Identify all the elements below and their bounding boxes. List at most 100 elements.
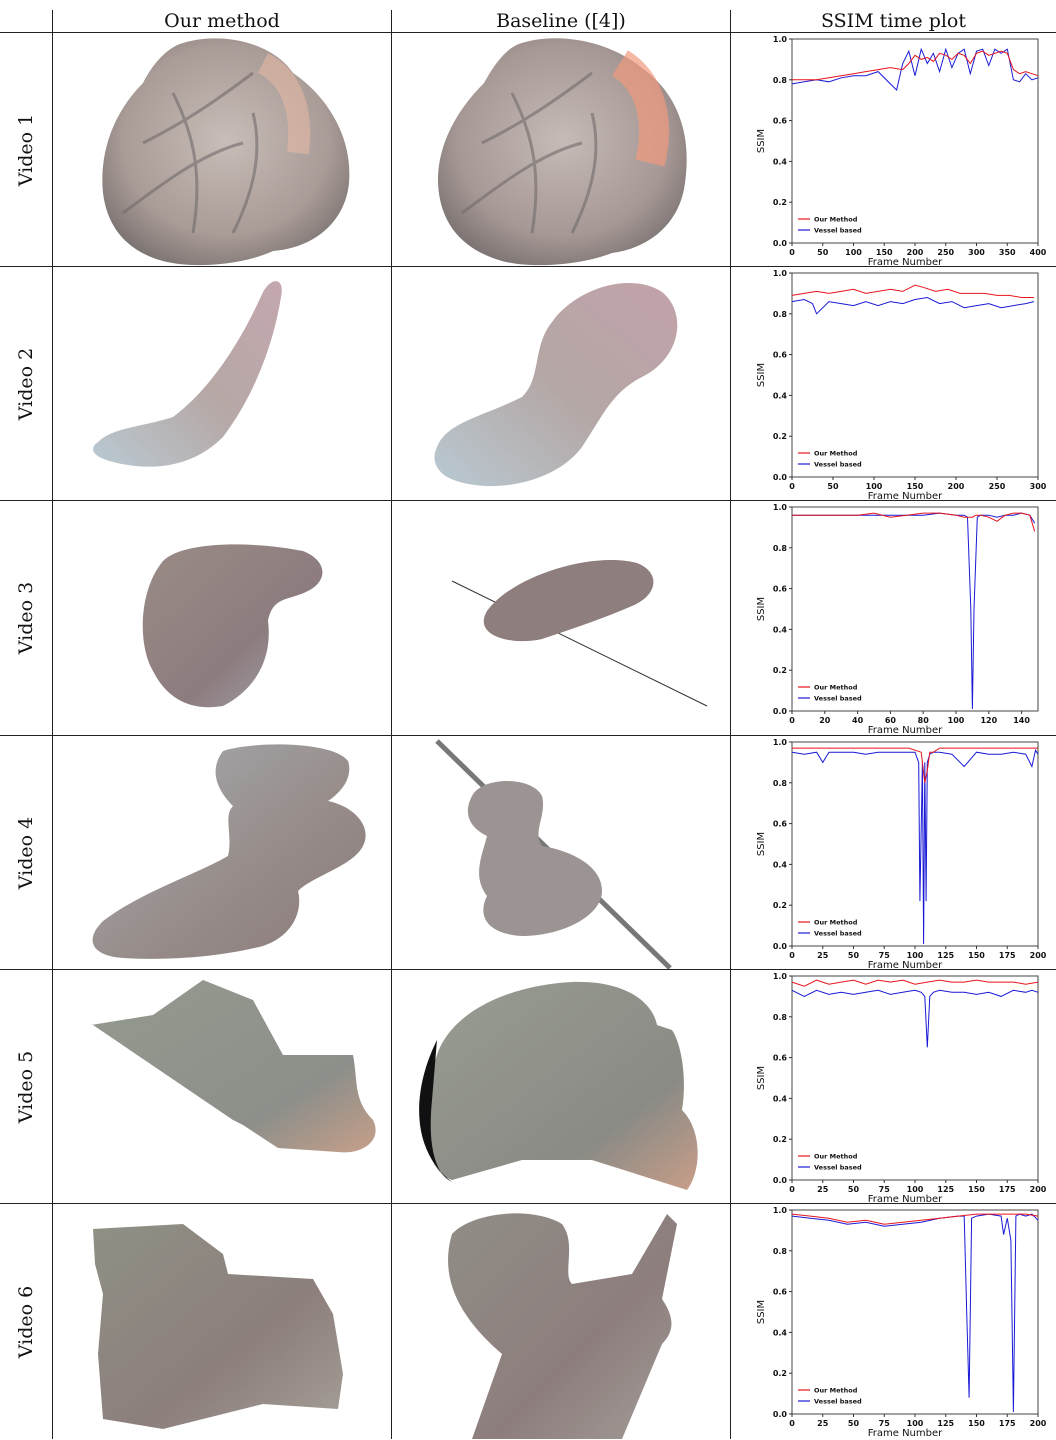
x-tick-label: 400 (1030, 248, 1047, 257)
plot-frame (791, 1209, 1039, 1415)
x-tick-label: 150 (876, 248, 893, 257)
y-tick-label: 0.2 (773, 901, 787, 910)
x-tick-label: 50 (848, 1185, 860, 1194)
x-tick-label: 350 (999, 248, 1016, 257)
x-tick-label: 100 (907, 1419, 924, 1428)
y-tick-label: 0.2 (773, 198, 787, 207)
plot-frame (791, 741, 1039, 947)
y-tick-label: 0.4 (773, 1328, 788, 1337)
ssim-plot-video-3: 0.0 0.2 0.4 0.6 0.8 1.0 0 20 40 60 80 100 120 140 SSIM… (740, 503, 1050, 736)
mosaic-baseline-video-1 (392, 33, 730, 266)
x-tick-label: 0 (789, 716, 795, 725)
y-tick-label: 0.8 (773, 544, 788, 553)
y-tick-label: 0.2 (773, 432, 787, 441)
mosaic-baseline-video-5 (392, 970, 730, 1203)
legend-label: Our Method (814, 684, 858, 692)
series-line (792, 512, 1036, 532)
header-baseline: Baseline ([4]) (496, 10, 626, 32)
y-axis-label: SSIM (756, 1066, 767, 1090)
y-tick-label: 0.2 (773, 666, 787, 675)
row-label: Video 5 (15, 1050, 37, 1123)
y-tick-label: 0.8 (773, 779, 788, 788)
x-tick-label: 175 (999, 1185, 1016, 1194)
y-tick-label: 0.4 (773, 157, 788, 166)
legend-label: Vessel based (814, 227, 862, 235)
x-tick-label: 60 (885, 716, 897, 725)
series-line (791, 1213, 1039, 1225)
x-tick-label: 100 (866, 482, 883, 491)
x-tick-label: 0 (789, 1419, 795, 1428)
legend-label: Vessel based (814, 930, 862, 938)
y-tick-label: 0.0 (773, 473, 788, 482)
mosaic-our-method-video-4 (53, 736, 391, 969)
table-rule (0, 500, 1056, 501)
x-tick-label: 25 (817, 1419, 829, 1428)
x-tick-label: 75 (879, 951, 891, 960)
y-tick-label: 0.6 (773, 820, 788, 829)
header-ssim-plot: SSIM time plot (820, 10, 967, 32)
x-axis-label: Frame Number (868, 1194, 943, 1202)
table-rule (0, 266, 1056, 267)
y-tick-label: 0.6 (773, 1054, 788, 1063)
x-tick-label: 40 (852, 716, 864, 725)
x-tick-label: 25 (817, 1185, 829, 1194)
series-line (792, 50, 1039, 81)
plot-frame (791, 38, 1039, 244)
series-line (791, 748, 1039, 945)
legend-label: Our Method (814, 216, 858, 224)
x-tick-label: 175 (999, 951, 1016, 960)
y-tick-label: 0.4 (773, 1094, 788, 1103)
x-tick-label: 300 (968, 248, 985, 257)
x-tick-label: 75 (879, 1419, 891, 1428)
x-tick-label: 100 (948, 716, 965, 725)
y-tick-label: 1.0 (773, 738, 788, 747)
x-tick-label: 125 (937, 1185, 954, 1194)
mosaic-our-method-video-1 (53, 33, 391, 266)
x-tick-label: 50 (827, 482, 839, 491)
y-tick-label: 0.4 (773, 860, 788, 869)
x-tick-label: 120 (980, 716, 997, 725)
y-tick-label: 0.6 (773, 117, 788, 126)
legend-label: Vessel based (814, 1398, 862, 1406)
y-tick-label: 0.0 (773, 1176, 788, 1185)
y-tick-label: 0.8 (773, 310, 788, 319)
header-our-method: Our method (164, 10, 280, 32)
x-tick-label: 150 (907, 482, 924, 491)
series-line (791, 284, 1034, 298)
x-tick-label: 250 (989, 482, 1006, 491)
mosaic-baseline-video-2 (392, 267, 730, 500)
y-tick-label: 0.4 (773, 625, 788, 634)
series-line (791, 1213, 1039, 1413)
y-tick-label: 0.0 (773, 239, 788, 248)
mosaic-baseline-video-6 (392, 1204, 730, 1439)
x-axis-label: Frame Number (868, 491, 943, 499)
x-tick-label: 100 (907, 951, 924, 960)
mosaic-our-method-video-2 (53, 267, 391, 500)
y-tick-label: 0.6 (773, 585, 788, 594)
y-axis-label: SSIM (756, 832, 767, 856)
row-label: Video 3 (15, 581, 37, 655)
y-tick-label: 1.0 (773, 35, 788, 44)
legend-label: Our Method (814, 919, 858, 927)
table-rule (52, 10, 53, 1439)
series-line (791, 989, 1039, 1048)
series-line (791, 979, 1039, 987)
table-rule (730, 10, 731, 1439)
x-tick-label: 0 (789, 951, 795, 960)
y-tick-label: 1.0 (773, 503, 788, 512)
table-rule (0, 735, 1056, 736)
y-axis-label: SSIM (756, 597, 767, 621)
x-tick-label: 175 (999, 1419, 1016, 1428)
legend-label: Our Method (814, 1153, 858, 1161)
mosaic-baseline-video-4 (392, 736, 730, 969)
y-axis-label: SSIM (756, 1300, 767, 1324)
x-tick-label: 200 (1030, 1419, 1047, 1428)
x-axis-label: Frame Number (868, 960, 943, 968)
y-tick-label: 0.0 (773, 707, 788, 716)
series-line (791, 296, 1035, 315)
mosaic-our-method-video-6 (53, 1204, 391, 1439)
x-tick-label: 300 (1030, 482, 1047, 491)
mosaic-baseline-video-3 (392, 501, 730, 735)
table-rule (391, 10, 392, 1439)
